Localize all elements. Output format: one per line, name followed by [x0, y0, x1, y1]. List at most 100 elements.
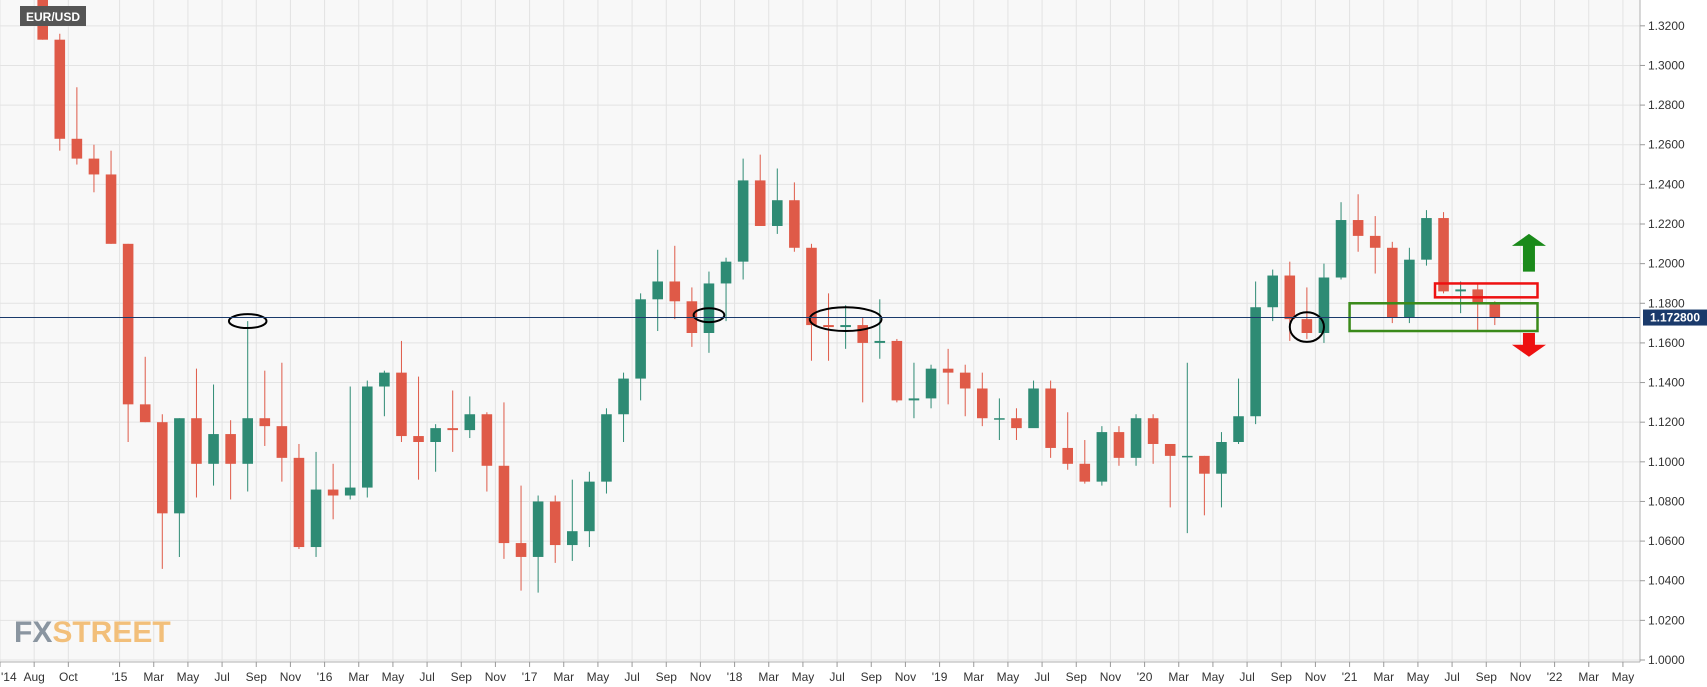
candle-body [310, 489, 322, 548]
x-tick-label: Nov [895, 670, 916, 684]
x-tick-label: May [1202, 670, 1225, 684]
candle-body [1164, 443, 1176, 456]
candle [293, 443, 305, 550]
candle-body [481, 414, 493, 466]
candle-body [959, 372, 971, 389]
x-tick-label: '14 [1, 670, 17, 684]
candle-body [1181, 455, 1193, 458]
candle-body [1489, 303, 1501, 318]
x-tick-label: Jul [1239, 670, 1254, 684]
candle-body [515, 543, 527, 557]
candle-body [874, 340, 886, 343]
candle-body [1079, 463, 1091, 482]
x-tick-label: '21 [1342, 670, 1358, 684]
candle [379, 370, 390, 417]
candle [840, 305, 851, 349]
x-tick-label: '17 [522, 670, 538, 684]
candle [498, 402, 510, 559]
candle [635, 293, 646, 401]
candle [71, 87, 83, 165]
candle [771, 168, 783, 234]
candle [1267, 269, 1279, 322]
candle-body [618, 378, 629, 415]
x-tick-label: Mar [1373, 670, 1394, 684]
candle-body [1455, 289, 1466, 292]
candle-body [737, 180, 749, 262]
current-price-tag-bg [1643, 309, 1707, 326]
candle-body [242, 418, 254, 464]
candle-body [1233, 416, 1244, 442]
x-tick-label: Sep [451, 670, 473, 684]
candle-body [498, 465, 510, 544]
candle [549, 495, 561, 563]
y-tick-label: 1.0400 [1648, 574, 1685, 588]
candle-body [1130, 418, 1142, 458]
y-tick-label: 1.1600 [1648, 336, 1685, 350]
x-tick-label: '20 [1137, 670, 1153, 684]
candle [1216, 432, 1227, 508]
candle [259, 370, 271, 446]
candle [191, 368, 202, 498]
candle [276, 362, 288, 482]
x-tick-label: May [587, 670, 610, 684]
candle-body [379, 372, 390, 387]
candle [1045, 380, 1056, 458]
annotations [227, 233, 1546, 357]
x-tick-label: Nov [1100, 670, 1121, 684]
annotation-ellipse [1288, 311, 1325, 343]
x-tick-label: Jul [1444, 670, 1459, 684]
candle-body [344, 487, 356, 496]
x-tick-label: Mar [963, 670, 984, 684]
candle-body [71, 138, 83, 159]
candle-body [1386, 247, 1398, 318]
candle-body [549, 501, 561, 546]
candle [942, 348, 954, 405]
candle-body [1352, 220, 1364, 236]
arrow-up-icon [1511, 233, 1546, 272]
candle-body [105, 174, 117, 244]
candle-body [156, 422, 168, 514]
candle [1489, 301, 1501, 326]
annotation-ellipse [808, 306, 883, 333]
candle-body [464, 414, 476, 431]
candle-body [1438, 218, 1449, 292]
x-tick-label: May [1407, 670, 1430, 684]
candle [105, 150, 117, 244]
y-tick-label: 1.2600 [1648, 138, 1685, 152]
candle [908, 362, 920, 419]
candle-body [994, 418, 1005, 420]
candle [344, 386, 356, 500]
candle-body [1404, 259, 1415, 318]
candle-body [54, 39, 66, 139]
current-price-tag: 1.172800 [1643, 309, 1707, 326]
candle [1181, 362, 1193, 534]
candle [925, 364, 937, 409]
x-tick-label: Jul [214, 670, 229, 684]
candle-body [925, 368, 937, 399]
candle [1199, 455, 1210, 516]
candle-body [908, 398, 920, 401]
candle-body [1335, 220, 1347, 278]
x-tick-label: Mar [143, 670, 164, 684]
candle [481, 412, 493, 492]
candle [225, 420, 236, 500]
x-tick-label: Nov [690, 670, 711, 684]
candle-body [771, 200, 783, 226]
candle-body [823, 325, 834, 328]
x-tick-label: Sep [1271, 670, 1293, 684]
candle [1421, 210, 1432, 266]
candle-body [1028, 388, 1039, 429]
candle-body [1216, 442, 1227, 474]
candle-body [601, 414, 612, 482]
candle [1028, 380, 1039, 429]
candle-body [1113, 432, 1125, 458]
candle [174, 418, 185, 557]
candle [1113, 426, 1125, 466]
chart-title-badge: EUR/USD [20, 6, 86, 26]
candle [1233, 378, 1244, 444]
current-price-label: 1.172800 [1650, 311, 1700, 325]
candle [618, 372, 629, 442]
candle [959, 364, 971, 417]
candle [737, 158, 749, 280]
candle [413, 376, 424, 480]
